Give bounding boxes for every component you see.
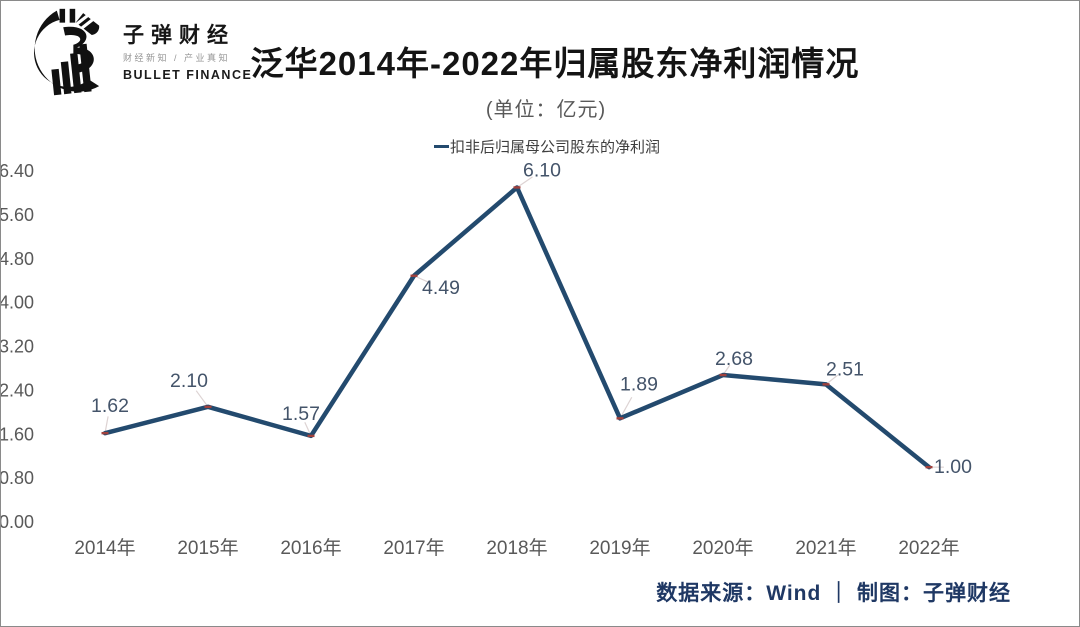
y-tick-label: 3.20 [1,337,34,357]
x-tick-label: 2017年 [383,537,444,559]
x-tick-label: 2015年 [177,537,238,559]
label-leader-line [619,396,633,419]
brand-text-block: 子弹财经 财经新知 / 产业真知 BULLET FINANCE [123,24,252,81]
data-label: 2.68 [715,348,753,370]
x-tick-label: 2016年 [280,537,341,559]
x-tick-label: 2022年 [898,537,959,559]
label-leader-line [825,374,839,385]
data-label: 1.89 [620,373,658,395]
data-label: 1.00 [934,456,972,478]
y-tick-label: 6.40 [1,161,34,181]
legend: 扣非后归属母公司股东的净利润 [1,136,1079,157]
data-label: 4.49 [422,277,460,299]
data-label: 1.62 [91,395,129,417]
data-label: 1.57 [282,403,320,425]
data-source-credit: 数据来源：Wind ｜ 制图：子弹财经 [656,582,1011,605]
bullet-finance-logo-icon [34,8,100,96]
chart-unit-subtitle: (单位：亿元) [485,99,607,121]
y-tick-label: 4.00 [1,293,34,313]
label-leader-line [104,416,109,434]
data-label: 2.51 [826,358,864,380]
label-leader-line [413,275,431,284]
chart-title: 泛华2014年-2022年归属股东净利润情况 [250,45,860,82]
x-tick-label: 2021年 [795,537,856,559]
x-tick-label: 2020年 [692,537,753,559]
x-tick-label: 2018年 [486,537,547,559]
x-tick-label: 2019年 [589,537,650,559]
label-leader-line [195,390,209,408]
brand-name-cn: 子弹财经 [123,24,235,48]
y-tick-label: 1.60 [1,424,34,444]
data-label: 6.10 [523,159,561,181]
brand-slogan: 财经新知 / 产业真知 [123,52,231,63]
x-tick-label: 2014年 [74,537,135,559]
legend-label: 扣非后归属母公司股东的净利润 [449,139,660,156]
brand-name-en: BULLET FINANCE [123,67,253,82]
label-leader-line [516,176,533,188]
legend-line-marker [433,145,449,148]
series-line [102,185,932,470]
y-tick-label: 0.80 [1,468,34,488]
y-tick-label: 5.60 [1,205,34,225]
y-tick-label: 2.40 [1,380,34,400]
y-tick-label: 0.00 [1,512,34,532]
y-tick-label: 4.80 [1,249,34,269]
brand-logo: 子弹财经 财经新知 / 产业真知 BULLET FINANCE [15,7,252,99]
data-label: 2.10 [170,370,208,392]
